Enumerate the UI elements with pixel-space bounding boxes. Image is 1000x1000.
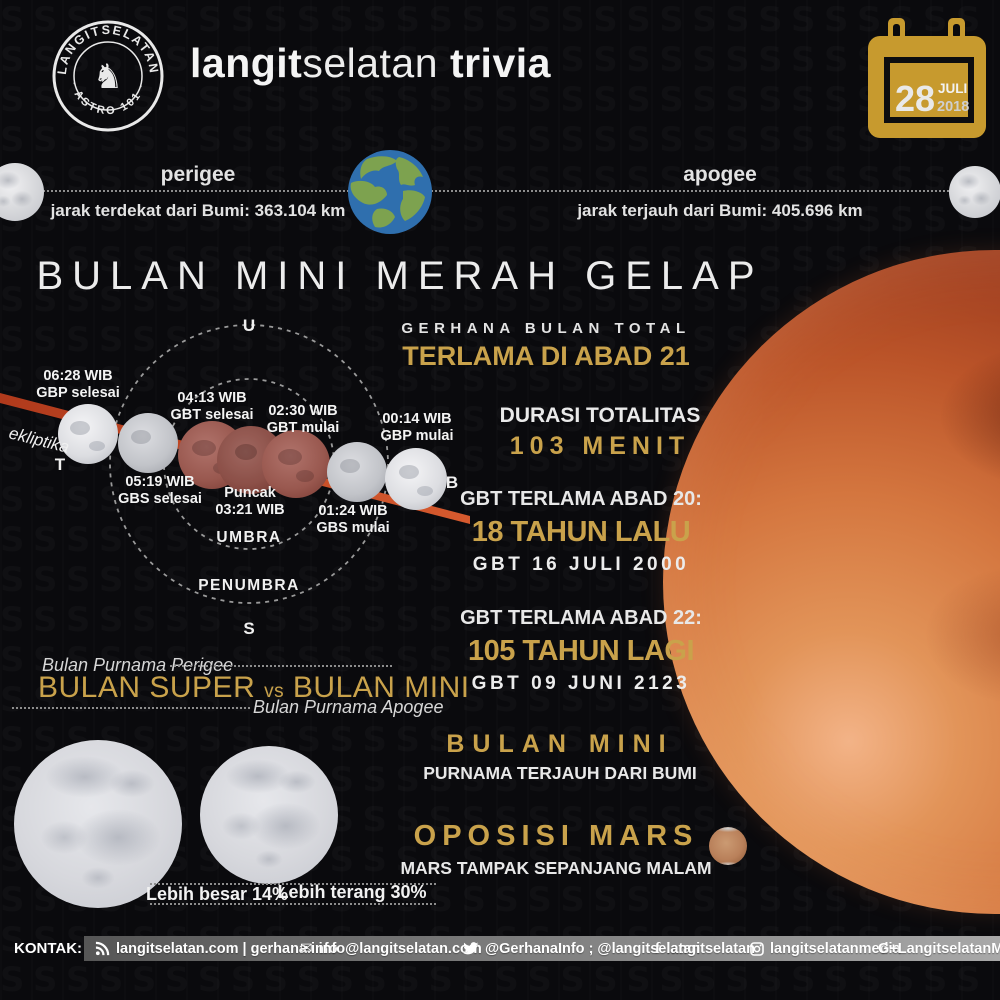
marker-gbs-mulai: 01:24 WIB GBS mulai (316, 503, 390, 536)
penumbra-circle (109, 324, 389, 604)
eclipse-moon-sequence (58, 404, 447, 510)
duration-label: DURASI TOTALITAS (499, 404, 701, 427)
direction-west-label: B (446, 473, 458, 492)
title-trivia: trivia (438, 40, 551, 86)
orbit-dotted-line (0, 190, 1000, 192)
umbra-label: UMBRA (216, 529, 281, 546)
size-dotted-line-top (150, 883, 436, 885)
facebook-link[interactable]: f langitselatan (655, 939, 755, 957)
bigger-label: Lebih besar 14% (145, 884, 289, 904)
calendar-date-icon: 28 JULI 2018 (868, 18, 990, 145)
apogee-caption: Bulan Purnama Apogee (253, 697, 444, 717)
penumbra-label: PENUMBRA (198, 577, 300, 594)
oposisi-mars-desc: MARS TAMPAK SEPANJANG MALAM (400, 858, 712, 878)
comparison-title: BULAN SUPER vs BULAN MINI (38, 671, 470, 705)
rss-icon (95, 941, 110, 956)
perigee-label: perigee (160, 163, 236, 186)
apogee-block: apogee jarak terjauh dari Bumi: 405.696 … (577, 163, 862, 221)
oposisi-mars-block: OPOSISI MARS MARS TAMPAK SEPANJANG MALAM (400, 820, 711, 879)
headline-top: GERHANA BULAN TOTAL (401, 320, 691, 337)
abad20-title: GBT TERLAMA ABAD 20: (460, 488, 702, 510)
earth-icon (347, 149, 433, 240)
oposisi-mars-title: OPOSISI MARS (413, 820, 699, 852)
title-selatan: selatan (302, 40, 439, 86)
direction-east-label: T (55, 455, 66, 474)
mini-moon-illustration (200, 746, 338, 884)
abad22-date: GBT 09 JUNI 2123 (471, 673, 691, 694)
brighter-label: Lebih terang 30% (277, 882, 427, 902)
perigee-caption: Bulan Purnama Perigee (42, 655, 234, 675)
comparison-dotted-line-top (170, 665, 392, 667)
bulan-mini-desc: PURNAMA TERJAUH DARI BUMI (423, 763, 697, 783)
comparison-title-right: BULAN MINI (292, 671, 470, 704)
marker-gbt-selesai: 04:13 WIB GBT selesai (170, 390, 254, 423)
apogee-desc: jarak terjauh dari Bumi: 405.696 km (577, 201, 863, 220)
headline-main: TERLAMA DI ABAD 21 (402, 341, 690, 371)
title-langit: langit (190, 40, 303, 86)
abad20-date: GBT 16 JULI 2000 (472, 554, 690, 575)
calendar-year: 2018 (937, 99, 969, 115)
calendar-day: 28 (895, 78, 935, 119)
comparison-vs: vs (264, 681, 285, 702)
abad20-block: GBT TERLAMA ABAD 20: 18 TAHUN LALU GBT 1… (460, 488, 702, 576)
mars-photo (709, 827, 747, 865)
duration-value: 103 MENIT (509, 432, 691, 460)
apogee-label: apogee (683, 163, 757, 186)
instagram-link[interactable]: langitselatanmedia (750, 936, 901, 961)
website-link[interactable]: langitselatan.com | gerhana.info (95, 936, 338, 961)
eclipse-diagram: U S T B ekliptika UMBRA PENUMBRA (0, 300, 480, 655)
direction-north-label: U (243, 316, 255, 335)
apogee-moon (949, 166, 1000, 218)
bulan-mini-block: BULAN MINI PURNAMA TERJAUH DARI BUMI (423, 730, 697, 784)
googleplus-link[interactable]: G+LangitselatanMedia (878, 940, 1000, 957)
centaur-icon: ♞ (93, 58, 123, 96)
comparison-dotted-line-bottom (12, 707, 250, 709)
marker-gbt-mulai: 02:30 WIB GBT mulai (266, 403, 340, 436)
marker-gbs-selesai: 05:19 WIB GBS selesai (118, 474, 202, 507)
abad22-value: 105 TAHUN LAGI (467, 635, 695, 667)
comparison-title-left: BULAN SUPER (38, 671, 256, 704)
direction-south-label: S (243, 619, 254, 638)
page-title: langitselatan trivia (190, 40, 551, 87)
marker-gbp-mulai: 00:14 WIB GBP mulai (380, 411, 454, 444)
instagram-icon (750, 941, 764, 956)
perigee-block: perigee jarak terdekat dari Bumi: 363.10… (51, 163, 346, 221)
kontak-label: KONTAK: (14, 940, 83, 957)
main-title: BULAN MINI MERAH GELAP (36, 254, 764, 298)
bulan-mini-title: BULAN MINI (446, 730, 674, 758)
duration-block: DURASI TOTALITAS 103 MENIT (500, 404, 701, 461)
perigee-desc: jarak terdekat dari Bumi: 363.104 km (50, 201, 346, 220)
twitter-icon (463, 941, 479, 956)
calendar-month: JULI (938, 81, 967, 96)
twitter-link[interactable]: @GerhanaInfo ; @langitselatan (463, 936, 700, 961)
abad20-value: 18 TAHUN LALU (471, 516, 691, 548)
email-icon: ✉ (300, 939, 313, 957)
abad22-title: GBT TERLAMA ABAD 22: (460, 607, 702, 629)
langitselatan-logo: LANGITSELATAN · ASTRO 101 · ♞ (50, 18, 166, 134)
abad22-block: GBT TERLAMA ABAD 22: 105 TAHUN LAGI GBT … (460, 607, 702, 695)
marker-gbp-selesai: 06:28 WIB GBP selesai (36, 368, 120, 401)
super-moon-illustration (14, 740, 182, 908)
contact-bar: langitselatan.com | gerhana.info ✉ info@… (84, 936, 1000, 961)
marker-puncak: Puncak 03:21 WIB (215, 485, 285, 518)
facebook-icon: f (655, 939, 661, 957)
size-dotted-line-bottom (150, 903, 436, 905)
email-link[interactable]: ✉ info@langitselatan.com (300, 939, 482, 957)
headline-block: GERHANA BULAN TOTAL TERLAMA DI ABAD 21 (401, 320, 690, 372)
